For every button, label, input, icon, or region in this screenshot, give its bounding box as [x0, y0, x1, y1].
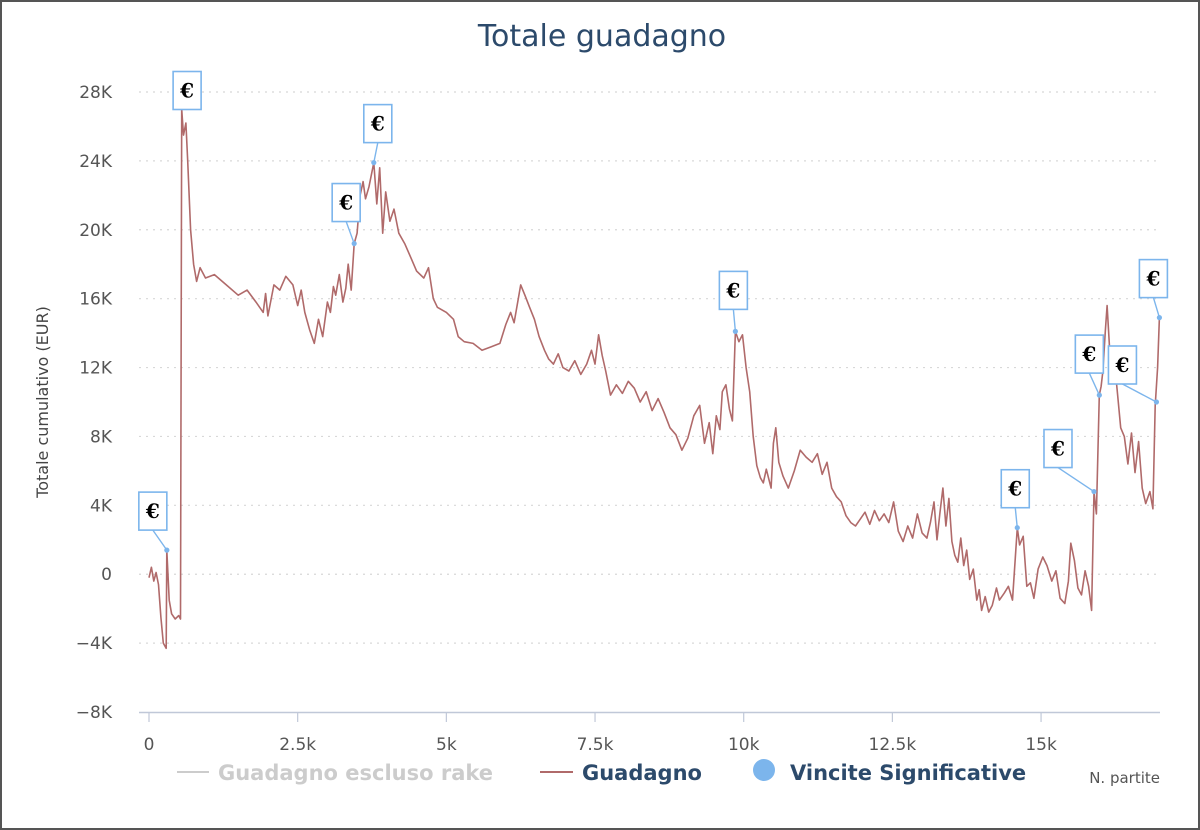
flag-box: [1107, 345, 1138, 385]
legend-label: Vincite Significative: [790, 761, 1026, 785]
flag-box: [362, 103, 393, 144]
flag-point: [1096, 392, 1102, 398]
y-tick-label: 28K: [79, 83, 113, 103]
significant-win-flag[interactable]: €: [362, 103, 393, 166]
significant-win-flag[interactable]: €: [1000, 468, 1031, 531]
flag-connector: [1014, 507, 1018, 528]
flag-box: [1138, 258, 1169, 299]
flag-point: [351, 240, 357, 247]
series-layer: [148, 108, 1161, 650]
flag-label: €: [1114, 353, 1129, 377]
significant-win-flag[interactable]: €: [1043, 428, 1097, 495]
y-tick-label: 12K: [79, 359, 113, 379]
flag-label: €: [725, 278, 740, 302]
flag-box: [718, 270, 749, 311]
flag-label: €: [145, 499, 160, 523]
x-tick-label: 2.5k: [279, 735, 316, 755]
x-tick-label: 0: [144, 735, 155, 755]
significant-win-flag[interactable]: €: [331, 182, 361, 247]
legend-item-vincite-significative[interactable]: Vincite Significative: [753, 759, 1026, 785]
flag-layer: € € € € € € € € € €: [138, 70, 1169, 553]
flag-point: [1153, 399, 1160, 405]
chart-title: Totale guadagno: [477, 19, 726, 54]
x-tick-label: 12.5k: [869, 735, 917, 755]
flag-connector: [1152, 297, 1161, 318]
flag-box: [1000, 468, 1031, 509]
flag-connector: [373, 142, 379, 163]
x-tick-label: 10k: [728, 735, 760, 755]
significant-win-flag[interactable]: €: [718, 270, 749, 334]
flag-connector: [345, 221, 355, 244]
flag-connector: [1122, 383, 1157, 403]
axis-layer: −8K −4K 0 4K 8K 12K 16K 20K 24K 28K 0 2.5k 5k 7.5k 10k…: [76, 83, 1160, 755]
flag-label: €: [370, 112, 385, 136]
flag-label: €: [1050, 437, 1065, 461]
flag-box: [172, 70, 202, 111]
flag-connector: [1057, 466, 1095, 493]
flag-box: [1043, 428, 1073, 469]
significant-win-flag[interactable]: €: [1107, 345, 1160, 405]
grid-layer: [139, 91, 1160, 644]
y-tick-label: −4K: [76, 634, 113, 654]
significant-win-flag[interactable]: €: [138, 491, 170, 553]
flag-label: €: [179, 79, 194, 103]
flag-box: [1074, 334, 1105, 374]
flag-point: [1091, 488, 1097, 495]
flag-connector: [732, 309, 737, 332]
y-tick-label: 4K: [90, 496, 113, 516]
legend: Guadagno escluso rake Guadagno Vincite Sig…: [177, 759, 1026, 785]
flag-connector: [152, 529, 168, 551]
y-tick-label: 0: [101, 565, 112, 585]
flag-point: [1014, 525, 1020, 531]
flag-point: [732, 328, 738, 334]
legend-label: Guadagno escluso rake: [218, 761, 493, 785]
legend-label: Guadagno: [582, 761, 702, 785]
y-tick-label: −8K: [76, 703, 113, 723]
flag-label: €: [1007, 477, 1022, 501]
flag-point: [1156, 315, 1163, 321]
flag-label: €: [1081, 342, 1096, 366]
significant-win-flag[interactable]: €: [1074, 334, 1105, 398]
legend-circle-icon: [753, 759, 775, 781]
y-tick-label: 24K: [79, 152, 113, 172]
flag-connector: [1088, 372, 1100, 396]
flag-box: [138, 491, 168, 531]
x-axis-title: N. partite: [1089, 769, 1160, 787]
y-axis-title: Totale cumulativo (EUR): [33, 306, 52, 499]
flag-point: [164, 547, 170, 553]
x-tick-label: 15k: [1025, 735, 1057, 755]
x-tick-label: 7.5k: [577, 735, 614, 755]
significant-win-flag[interactable]: €: [172, 70, 202, 111]
legend-item-guadagno-escluso-rake[interactable]: Guadagno escluso rake: [177, 761, 493, 785]
flag-point: [371, 160, 377, 166]
legend-item-guadagno[interactable]: Guadagno: [540, 761, 702, 785]
flag-box: [331, 182, 361, 223]
y-tick-label: 16K: [79, 290, 113, 310]
flag-label: €: [338, 191, 353, 215]
x-tick-label: 5k: [436, 735, 457, 755]
series-line-guadagno: [148, 108, 1161, 650]
flag-label: €: [1145, 267, 1160, 291]
y-tick-label: 8K: [90, 427, 113, 447]
y-tick-label: 20K: [79, 221, 113, 241]
significant-win-flag[interactable]: €: [1138, 258, 1169, 321]
